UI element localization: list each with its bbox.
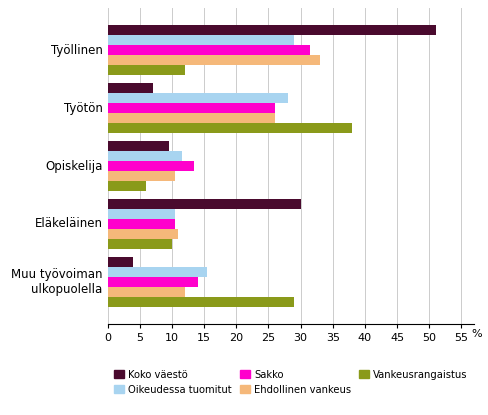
Bar [107,83,152,93]
Bar [107,103,274,113]
Bar [107,113,274,123]
Bar [107,45,309,55]
Bar [107,141,168,151]
Bar [107,239,172,249]
Bar [107,219,175,229]
Bar [107,181,146,191]
Bar [107,209,175,219]
Bar [107,277,197,287]
Bar [107,267,207,277]
Bar [107,199,300,209]
Bar [107,55,319,65]
Bar [107,93,287,103]
Bar [107,123,351,133]
Bar [107,287,184,297]
Bar [107,65,184,75]
Bar [107,151,181,161]
Legend: Koko väestö, Oikeudessa tuomitut, Sakko, Ehdollinen vankeus, Vankeusrangaistus: Koko väestö, Oikeudessa tuomitut, Sakko,… [114,370,467,395]
Bar [107,171,175,181]
Bar [107,257,133,267]
Bar [107,35,294,45]
Bar [107,161,194,171]
Bar [107,229,178,239]
Bar [107,25,435,35]
Bar [107,297,294,307]
Text: %: % [470,329,481,339]
